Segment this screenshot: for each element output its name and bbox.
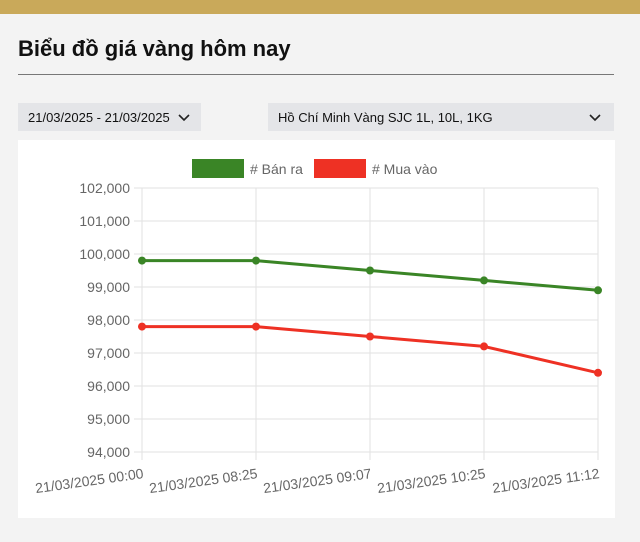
- y-tick-label: 102,000: [79, 180, 130, 196]
- series-1-point: [138, 256, 146, 265]
- y-tick-label: 94,000: [87, 444, 130, 460]
- legend-label: # Bán ra: [250, 161, 303, 177]
- legend-swatch: [192, 159, 244, 178]
- x-tick-label: 21/03/2025 00:00: [34, 465, 144, 496]
- date-range-select[interactable]: 21/03/2025 - 21/03/2025: [18, 103, 201, 131]
- y-tick-label: 99,000: [87, 279, 130, 295]
- chevron-down-icon: [589, 114, 601, 122]
- x-tick-label: 21/03/2025 11:12: [491, 465, 600, 496]
- series-2-point: [594, 368, 602, 377]
- y-tick-label: 100,000: [79, 246, 130, 262]
- legend-label: # Mua vào: [372, 161, 438, 177]
- series-1-point: [366, 266, 374, 275]
- y-tick-label: 98,000: [87, 312, 130, 328]
- series-2-point: [480, 342, 488, 351]
- top-accent-bar: [0, 0, 640, 14]
- y-tick-label: 101,000: [79, 213, 130, 229]
- x-tick-label: 21/03/2025 08:25: [148, 465, 258, 496]
- chevron-down-icon: [178, 114, 190, 122]
- region-product-value: Hồ Chí Minh Vàng SJC 1L, 10L, 1KG: [278, 109, 493, 125]
- series-1-point: [594, 286, 602, 295]
- y-tick-label: 95,000: [87, 411, 130, 427]
- series-1-point: [480, 276, 488, 285]
- series-2-point: [366, 332, 374, 341]
- series-2-point: [138, 322, 146, 331]
- date-range-value: 21/03/2025 - 21/03/2025: [28, 109, 170, 125]
- title-divider: [18, 74, 614, 75]
- y-tick-label: 97,000: [87, 345, 130, 361]
- price-line-chart: 94,000 95,000 96,000 97,000 98,000 99,000 100,…: [34, 159, 602, 496]
- chart-card: 94,000 95,000 96,000 97,000 98,000 99,000 100,…: [18, 140, 615, 518]
- series-1-point: [252, 256, 260, 265]
- region-product-select[interactable]: Hồ Chí Minh Vàng SJC 1L, 10L, 1KG: [268, 103, 614, 131]
- x-tick-label: 21/03/2025 09:07: [262, 465, 372, 496]
- y-tick-label: 96,000: [87, 378, 130, 394]
- legend-swatch: [314, 159, 366, 178]
- page-title: Biểu đồ giá vàng hôm nay: [18, 36, 291, 61]
- series-2-point: [252, 322, 260, 331]
- x-tick-label: 21/03/2025 10:25: [376, 465, 486, 496]
